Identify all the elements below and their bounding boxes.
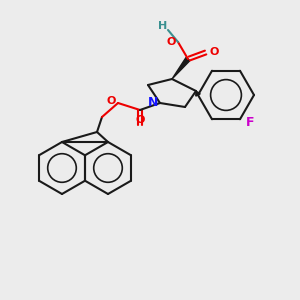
Polygon shape [196, 91, 200, 96]
Text: O: O [209, 47, 219, 57]
Polygon shape [172, 57, 190, 79]
Text: F: F [246, 116, 254, 129]
Text: O: O [166, 37, 176, 47]
Text: O: O [106, 96, 116, 106]
Text: N: N [148, 95, 158, 109]
Text: H: H [158, 21, 168, 31]
Text: O: O [135, 115, 145, 125]
